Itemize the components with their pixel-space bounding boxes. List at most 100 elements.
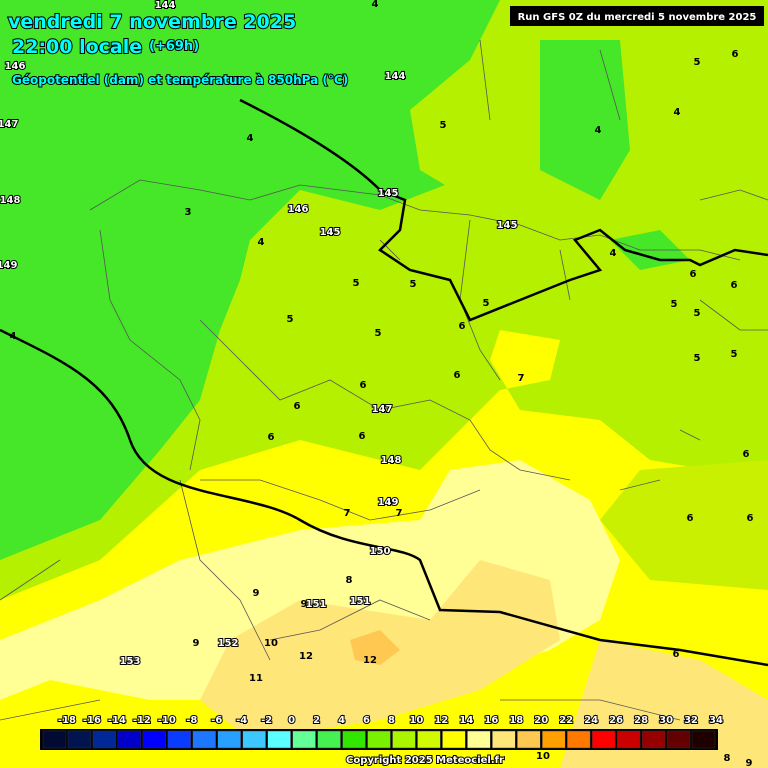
temperature-label: 6	[690, 269, 697, 280]
legend-tick: 6	[363, 715, 370, 726]
legend-tick: 10	[409, 715, 423, 726]
temperature-label: 5	[375, 328, 382, 339]
legend-swatch	[591, 730, 616, 749]
border	[0, 39, 768, 721]
legend-swatch	[317, 730, 341, 749]
legend-tick: 8	[388, 715, 395, 726]
temperature-label: 4	[674, 107, 681, 118]
legend-swatch	[616, 730, 641, 749]
temperature-label: 8	[346, 575, 353, 586]
legend-swatch	[92, 730, 117, 749]
temperature-label: 5	[671, 299, 678, 310]
legend-swatch	[192, 730, 216, 749]
temperature-label: 4	[10, 331, 17, 342]
temperature-label: 7	[396, 508, 403, 519]
temperature-label: 6	[732, 49, 739, 60]
temperature-label: 7	[518, 373, 525, 384]
temperature-label: 5	[287, 314, 294, 325]
geopotential-label: 145	[378, 188, 399, 199]
geopotential-label: 147	[0, 119, 18, 130]
geopotential-label: 146	[288, 204, 309, 215]
legend-tick: 26	[609, 715, 623, 726]
geopotential-label: 149	[0, 260, 17, 271]
legend-tick: -4	[236, 715, 247, 726]
temperature-label: 4	[258, 237, 265, 248]
legend-tick: 20	[534, 715, 548, 726]
legend-tick: 30	[659, 715, 673, 726]
temperature-label: 4	[595, 125, 602, 136]
isoline	[239, 98, 768, 322]
legend-tick: 28	[634, 715, 648, 726]
legend-tick: 12	[434, 715, 448, 726]
geopotential-label: 152	[218, 638, 239, 649]
geopotential-label: 151	[350, 596, 371, 607]
temperature-label: 4	[372, 0, 379, 10]
temperature-label: 6	[459, 321, 466, 332]
legend: -18 -16 -14 -12 -10 -8 -6 -4 -2 0 2 4 6 8 10 12 14 16 18 20…	[42, 714, 724, 749]
temperature-label: 10	[536, 751, 550, 762]
temperature-label: 9	[193, 638, 200, 649]
legend-tick: 0	[288, 715, 295, 726]
temperature-label: 6	[731, 280, 738, 291]
temperature-label: 3	[185, 207, 192, 218]
legend-tick: -12	[133, 715, 151, 726]
temperature-label: 6	[673, 649, 680, 660]
legend-swatch	[517, 730, 541, 749]
field-green	[0, 0, 500, 560]
legend-swatch	[67, 730, 92, 749]
legend-tick: 16	[484, 715, 498, 726]
copyright: Copyright 2025 Meteociel.fr	[346, 755, 504, 766]
subtitle: Géopotentiel (dam) et température à 850h…	[12, 73, 348, 87]
geopotential-label: 150	[370, 546, 391, 557]
temperature-label: 5	[353, 278, 360, 289]
geopotential-label: 148	[0, 195, 20, 206]
legend-swatch	[367, 730, 391, 749]
temperature-label: 11	[249, 673, 263, 684]
temperature-label: 6	[268, 432, 275, 443]
legend-tick: 32	[684, 715, 698, 726]
temperature-label: 5	[694, 353, 701, 364]
temperature-label: 5	[440, 120, 447, 131]
temperature-label: 8	[724, 753, 731, 764]
temperature-label: 4	[247, 133, 254, 144]
legend-swatch	[117, 730, 142, 749]
legend-tick: 18	[509, 715, 523, 726]
legend-swatch	[691, 730, 716, 749]
legend-swatch	[42, 730, 67, 749]
legend-swatch	[542, 730, 566, 749]
legend-swatch	[267, 730, 291, 749]
legend-swatch	[566, 730, 591, 749]
time: 22:00 locale	[12, 36, 142, 58]
geopotential-label: 149	[378, 497, 399, 508]
legend-swatch	[666, 730, 691, 749]
temperature-label: 6	[747, 513, 754, 524]
temperature-label: 5	[483, 298, 490, 309]
geopotential-label: 146	[5, 61, 26, 72]
temperature-label: 5	[410, 279, 417, 290]
field-green	[540, 40, 630, 200]
run: Run GFS 0Z du mercredi 5 novembre 2025	[518, 12, 757, 23]
temperature-label: 12	[363, 655, 377, 666]
legend-swatch	[342, 730, 366, 749]
field-mid	[600, 460, 768, 590]
geopotential-label: 153	[120, 656, 141, 667]
legend-tick: -14	[108, 715, 126, 726]
legend-tick: -2	[261, 715, 272, 726]
temperature-label: 5	[694, 57, 701, 68]
legend-tick: 34	[709, 715, 723, 726]
legend-tick: 4	[338, 715, 345, 726]
geopotential-label: 145	[320, 227, 341, 238]
field-warm	[350, 630, 400, 665]
run-box	[510, 6, 764, 26]
legend-swatch	[217, 730, 241, 749]
temperature-label: 9	[253, 588, 260, 599]
legend-tick: -10	[158, 715, 176, 726]
temperature-label: 6	[294, 401, 301, 412]
temperature-label: 4	[610, 248, 617, 259]
legend-swatch	[142, 730, 167, 749]
legend-swatch	[641, 730, 666, 749]
legend-tick: -18	[58, 715, 76, 726]
legend-swatch	[392, 730, 416, 749]
